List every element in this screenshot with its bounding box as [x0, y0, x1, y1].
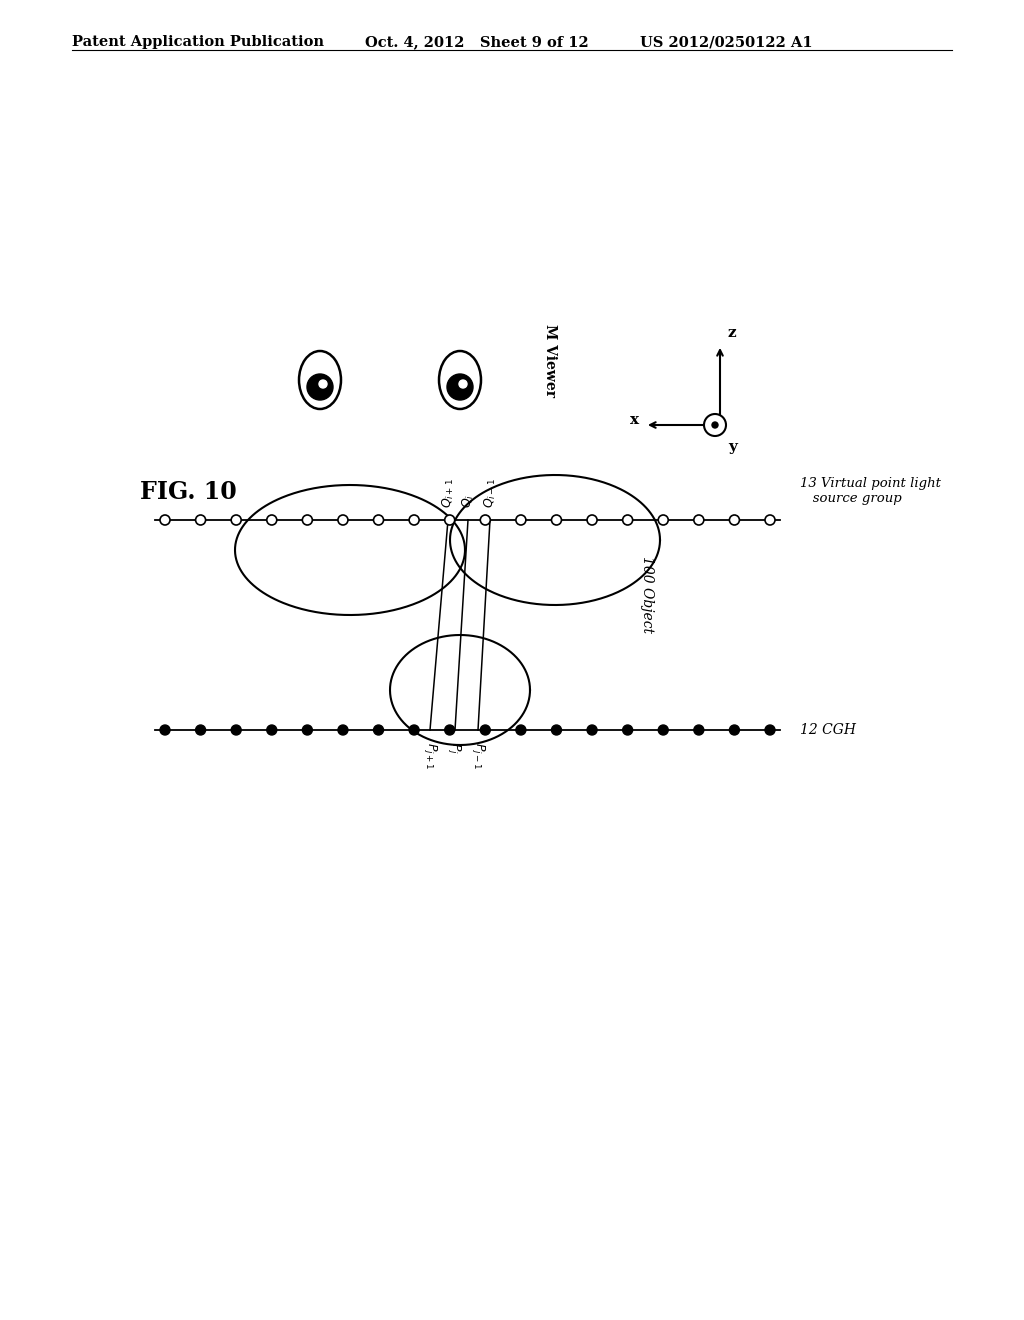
- Text: y: y: [728, 440, 737, 454]
- Circle shape: [623, 515, 633, 525]
- Circle shape: [480, 725, 490, 735]
- Text: $P_j$: $P_j$: [446, 742, 464, 754]
- Text: $P_{j-1}$: $P_{j-1}$: [469, 742, 486, 770]
- Circle shape: [729, 515, 739, 525]
- Text: $Q_i$: $Q_i$: [461, 494, 475, 508]
- Circle shape: [319, 380, 327, 388]
- Text: z: z: [727, 326, 735, 341]
- Text: $Q_{i+1}$: $Q_{i+1}$: [440, 478, 456, 508]
- Circle shape: [410, 725, 419, 735]
- Circle shape: [552, 725, 561, 735]
- Circle shape: [196, 515, 206, 525]
- Circle shape: [302, 515, 312, 525]
- Ellipse shape: [299, 351, 341, 409]
- Circle shape: [338, 725, 348, 735]
- Text: Oct. 4, 2012   Sheet 9 of 12: Oct. 4, 2012 Sheet 9 of 12: [365, 36, 589, 49]
- Circle shape: [587, 725, 597, 735]
- Circle shape: [729, 725, 739, 735]
- Circle shape: [516, 515, 526, 525]
- Text: 13 Virtual point light
   source group: 13 Virtual point light source group: [800, 477, 941, 506]
- Circle shape: [338, 515, 348, 525]
- Text: Patent Application Publication: Patent Application Publication: [72, 36, 324, 49]
- Circle shape: [160, 725, 170, 735]
- Circle shape: [307, 374, 333, 400]
- Circle shape: [705, 414, 726, 436]
- Circle shape: [587, 515, 597, 525]
- Circle shape: [447, 374, 473, 400]
- Circle shape: [302, 725, 312, 735]
- Text: M Viewer: M Viewer: [543, 323, 557, 396]
- Text: 12 CGH: 12 CGH: [800, 723, 856, 737]
- Text: x: x: [630, 413, 639, 426]
- Circle shape: [765, 515, 775, 525]
- Text: $Q_{i-1}$: $Q_{i-1}$: [482, 478, 498, 508]
- Circle shape: [444, 725, 455, 735]
- Circle shape: [459, 380, 467, 388]
- Circle shape: [516, 725, 526, 735]
- Circle shape: [480, 515, 490, 525]
- Circle shape: [231, 725, 242, 735]
- Circle shape: [160, 515, 170, 525]
- Text: US 2012/0250122 A1: US 2012/0250122 A1: [640, 36, 813, 49]
- Text: 100 Object: 100 Object: [640, 557, 654, 634]
- Circle shape: [712, 422, 718, 428]
- Circle shape: [410, 515, 419, 525]
- Text: FIG. 10: FIG. 10: [140, 480, 237, 504]
- Circle shape: [658, 515, 669, 525]
- Circle shape: [196, 725, 206, 735]
- Circle shape: [231, 515, 242, 525]
- Circle shape: [267, 515, 276, 525]
- Circle shape: [374, 515, 384, 525]
- Circle shape: [552, 515, 561, 525]
- Circle shape: [623, 725, 633, 735]
- Circle shape: [444, 515, 455, 525]
- Circle shape: [658, 725, 669, 735]
- Ellipse shape: [439, 351, 481, 409]
- Circle shape: [267, 725, 276, 735]
- Circle shape: [694, 725, 703, 735]
- Circle shape: [694, 515, 703, 525]
- Text: $P_{j+1}$: $P_{j+1}$: [422, 742, 438, 770]
- Circle shape: [374, 725, 384, 735]
- Circle shape: [765, 725, 775, 735]
